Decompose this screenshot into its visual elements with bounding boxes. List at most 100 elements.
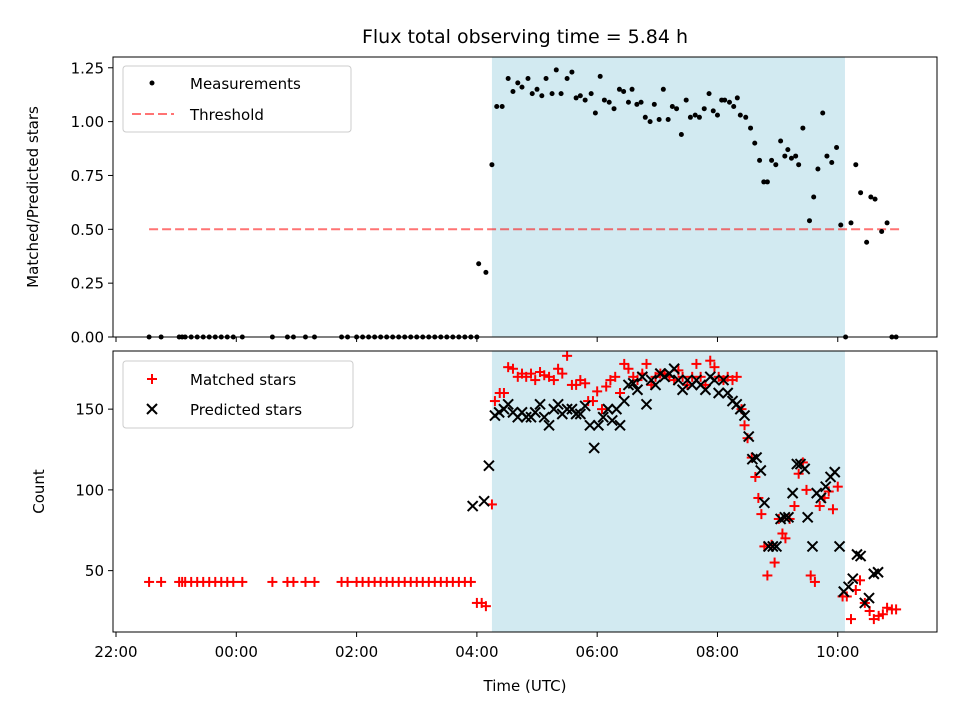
measurement-point [543, 76, 549, 82]
measurement-point [489, 162, 495, 168]
predicted-star-point [579, 400, 591, 412]
measurement-point [848, 220, 854, 226]
measurement-point [757, 157, 763, 163]
predicted-star-point [627, 377, 639, 390]
predicted-star-point [755, 464, 767, 477]
measurement-point [647, 119, 653, 125]
measurement-point [806, 218, 812, 224]
top-y-tick-label: 0.00 [71, 329, 104, 347]
matched-star-point [750, 471, 761, 482]
measurement-point [706, 91, 712, 97]
matched-star-point [845, 614, 856, 625]
predicted-star-point [606, 414, 618, 427]
top-legend-box [122, 65, 352, 133]
legend-plus-glyph [147, 374, 157, 384]
matched-star-point [805, 570, 816, 581]
measurement-point [651, 101, 657, 107]
matched-star-point [592, 386, 603, 397]
predicted-star-point [829, 466, 841, 478]
x-tick-label: 00:00 [215, 643, 258, 661]
predicted-star-point [588, 442, 600, 454]
predicted-star-point [699, 384, 712, 396]
predicted-star-point [631, 384, 644, 396]
predicted-star-point [543, 419, 555, 431]
measurement-point [692, 112, 698, 118]
matched-star-point [823, 486, 834, 497]
measurement-point [638, 99, 644, 105]
matched-star-point [309, 576, 320, 587]
measurement-point [660, 86, 666, 92]
measurement-point [476, 261, 482, 267]
legend-predicted-marker [146, 403, 158, 415]
predicted-star-point [614, 419, 626, 431]
top-observing-span [491, 57, 845, 337]
top-panel: 0.00 0.25 0.50 0.75 1.00 1.25 Flux total obse… [24, 26, 938, 347]
predicted-star-point [534, 398, 546, 411]
measurement-point [701, 106, 707, 112]
predicted-star-point [782, 511, 795, 524]
measurement-point [483, 269, 489, 275]
measurement-point [696, 114, 702, 120]
predicted-star-point [743, 430, 755, 443]
measurement-point [616, 86, 622, 92]
top-y-tick-label: 0.75 [71, 167, 104, 185]
predicted-star-point [574, 408, 587, 420]
measurement-point [834, 144, 840, 150]
predicted-star-point [791, 458, 803, 470]
predicted-star-point [597, 411, 609, 423]
measurement-point [858, 190, 864, 196]
measurement-point [553, 67, 559, 73]
predicted-star-point [721, 387, 734, 399]
predicted-star-point [842, 581, 855, 593]
chart-title: Flux total observing time = 5.84 h [362, 26, 688, 48]
measurement-point [558, 91, 564, 97]
legend-measurements-label: Measurements [190, 75, 301, 93]
matched-star-point [610, 371, 621, 382]
measurement-point [748, 125, 754, 131]
legend-predicted-label: Predicted stars [190, 401, 302, 419]
measurement-point [773, 162, 779, 168]
matched-star-point [539, 370, 550, 381]
measurement-point [588, 91, 594, 97]
measurement-point [634, 101, 640, 107]
matched-star-point [267, 576, 278, 587]
predicted-star-point [779, 511, 791, 524]
measurement-point [674, 106, 680, 112]
predicted-star-point [851, 548, 863, 561]
measurement-point [625, 99, 631, 105]
bottom-observing-span [491, 351, 845, 632]
matched-star-point [841, 591, 852, 602]
measurement-point [829, 160, 835, 166]
predicted-star-point [640, 398, 653, 411]
legend-matched-marker [147, 374, 157, 384]
bottom-legend: Matched stars Predicted stars [122, 360, 354, 429]
predicted-star-point [863, 592, 875, 604]
predicted-star-point [815, 492, 827, 504]
measurement-points [146, 67, 899, 340]
measurement-point [519, 84, 525, 90]
predicted-star-point [847, 572, 859, 585]
measurement-point [678, 132, 684, 138]
predicted-star-point [758, 497, 771, 509]
bottom-panel: 50 100 150 22:00 00:00 02:00 04:00 06:00 08:00 1… [30, 350, 938, 695]
predicted-star-point [717, 374, 730, 386]
predicted-star-point [502, 398, 514, 411]
x-tick-label: 04:00 [455, 643, 498, 661]
matched-star-point [814, 501, 825, 512]
matched-star-point [601, 381, 612, 392]
matched-star-point [144, 576, 155, 587]
measurement-point [592, 110, 598, 116]
predicted-star-point [478, 495, 490, 507]
matched-star-point [882, 602, 893, 613]
measurement-point [611, 106, 617, 112]
predicted-star-point [520, 411, 532, 423]
predicted-star-point [786, 487, 799, 499]
bottom-x-ticks: 22:00 00:00 02:00 04:00 06:00 08:00 10:00 [94, 632, 859, 661]
matched-star-point [237, 576, 248, 587]
matched-star-point [731, 371, 742, 382]
measurement-point [601, 97, 607, 103]
measurement-point [868, 194, 874, 200]
matched-star-point [562, 350, 573, 361]
matched-star-point [855, 575, 866, 586]
